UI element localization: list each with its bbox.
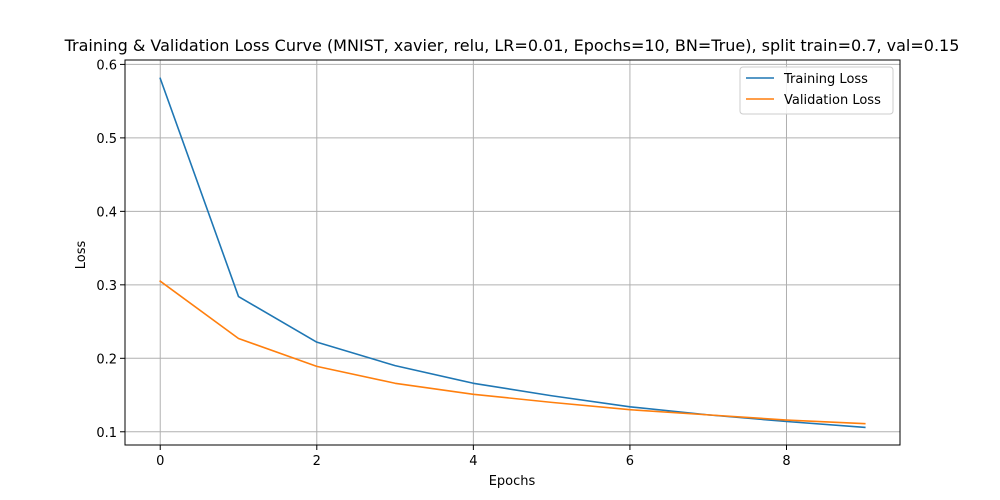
legend-box xyxy=(739,66,894,115)
y-axis: 0.1 0.2 0.3 0.4 0.5 0.6 xyxy=(96,58,125,441)
x-axis: 0 2 4 6 8 xyxy=(156,445,791,469)
legend-label-validation-loss: Validation Loss xyxy=(784,93,881,108)
chart-title: Training & Validation Loss Curve (MNIST,… xyxy=(64,36,960,55)
legend[interactable]: Training Loss Validation Loss xyxy=(739,66,894,115)
legend-label-training-loss: Training Loss xyxy=(783,72,868,87)
y-tick-label: 0.1 xyxy=(96,426,117,441)
y-tick-label: 0.3 xyxy=(96,279,117,294)
x-tick-label: 6 xyxy=(626,454,634,469)
x-tick-label: 4 xyxy=(469,454,477,469)
y-tick-label: 0.5 xyxy=(96,132,117,147)
y-tick-label: 0.4 xyxy=(96,205,117,220)
x-axis-label: Epochs xyxy=(489,474,536,489)
x-tick-label: 8 xyxy=(782,454,790,469)
series-line-validation-loss xyxy=(159,280,866,425)
y-tick-label: 0.2 xyxy=(96,352,117,367)
grid xyxy=(125,60,900,445)
y-axis-label: Loss xyxy=(74,241,89,270)
plot-frame xyxy=(124,59,901,446)
y-tick-label: 0.6 xyxy=(96,58,117,73)
x-tick-label: 2 xyxy=(313,454,321,469)
x-tick-label: 0 xyxy=(156,454,164,469)
series-group xyxy=(159,77,866,429)
